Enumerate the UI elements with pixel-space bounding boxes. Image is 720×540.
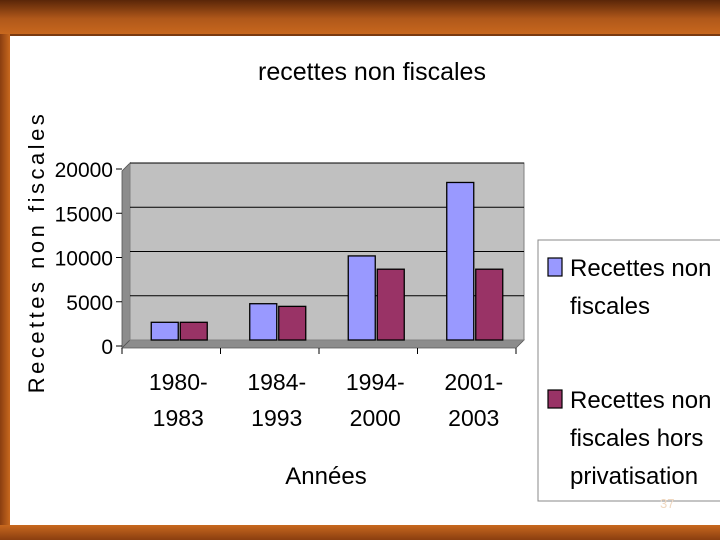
slide-frame-top — [0, 0, 720, 34]
chart-title: recettes non fiscales — [258, 58, 486, 86]
x-tick-label: 1994-2000 — [346, 369, 405, 431]
y-tick-label: 0 — [101, 336, 113, 359]
bar-series1-3 — [347, 255, 376, 341]
bar-series1-4 — [446, 181, 475, 341]
bar-series2-3 — [376, 268, 405, 341]
x-axis-title: Années — [285, 463, 366, 490]
legend-swatch-1 — [547, 257, 563, 277]
x-tick-label: 1980-1983 — [149, 369, 208, 431]
slide-frame-bottom — [0, 525, 720, 540]
y-tick-label: 10000 — [55, 248, 113, 271]
bar-series1-2 — [249, 303, 278, 341]
plot-floor — [121, 339, 525, 349]
x-tick-label: 2001-2003 — [444, 369, 503, 431]
y-axis-title: Recettes non fiscales — [24, 111, 49, 394]
y-tick-label: 15000 — [55, 203, 113, 226]
bar-series1-1 — [150, 321, 179, 341]
legend-swatch-2 — [547, 389, 563, 409]
plot-side-wall — [121, 162, 131, 349]
bar-series2-2 — [278, 305, 307, 341]
x-tick-label: 1984-1993 — [247, 369, 306, 431]
legend-box — [537, 239, 720, 502]
bar-series2-1 — [179, 321, 208, 341]
legend-label-1: Recettes non fiscales — [570, 255, 711, 320]
slide-frame-left — [0, 34, 10, 525]
y-tick-label: 20000 — [55, 159, 113, 182]
legend-label-2: Recettes non fiscales hors privatisation — [570, 387, 711, 490]
bar-series2-4 — [475, 268, 504, 341]
page-number: 37 — [660, 496, 675, 511]
y-tick-label: 5000 — [66, 292, 113, 315]
